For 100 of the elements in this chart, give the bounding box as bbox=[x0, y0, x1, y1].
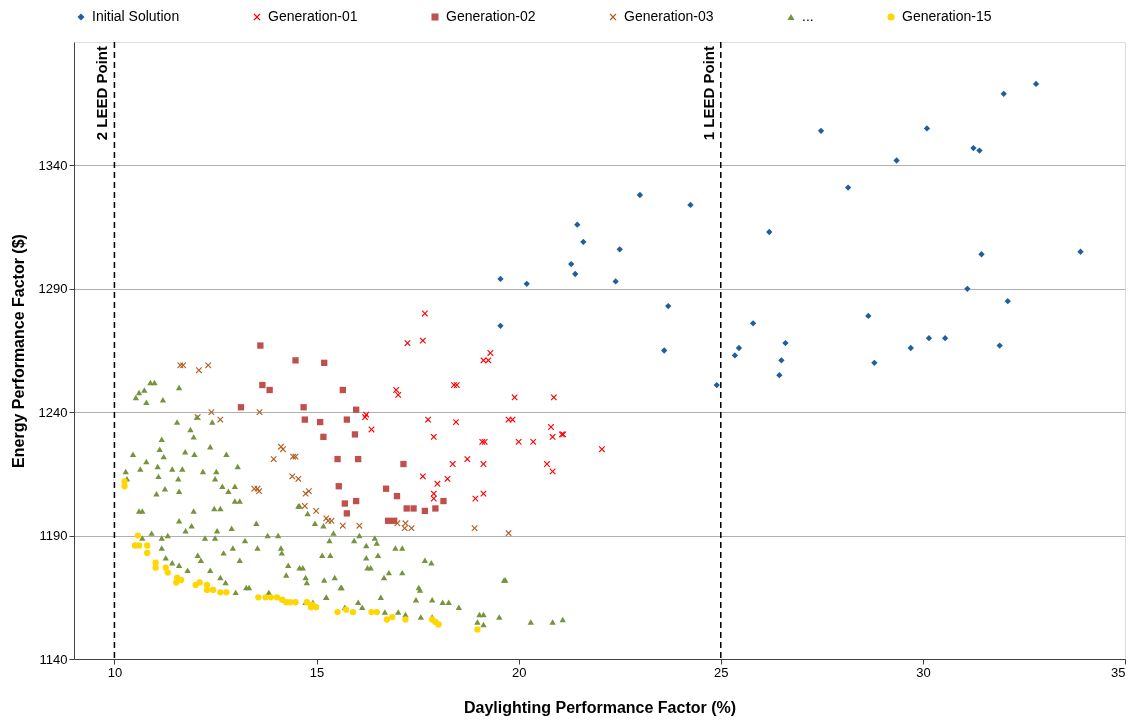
point bbox=[480, 460, 487, 468]
point bbox=[217, 416, 224, 423]
point bbox=[471, 525, 478, 532]
legend-label: Initial Solution bbox=[92, 8, 180, 24]
point bbox=[292, 599, 299, 606]
point bbox=[144, 549, 151, 557]
point bbox=[305, 488, 313, 495]
point bbox=[400, 460, 407, 468]
point bbox=[421, 507, 429, 515]
point bbox=[419, 473, 427, 480]
point bbox=[893, 157, 900, 164]
point bbox=[778, 357, 785, 364]
point bbox=[289, 473, 296, 480]
point bbox=[871, 359, 878, 366]
point bbox=[434, 480, 441, 487]
point bbox=[515, 438, 522, 445]
point bbox=[574, 221, 581, 228]
point bbox=[449, 460, 456, 468]
point bbox=[203, 586, 211, 594]
point bbox=[1004, 297, 1011, 305]
point bbox=[432, 505, 439, 512]
point bbox=[388, 613, 396, 621]
point bbox=[817, 127, 825, 135]
point bbox=[511, 394, 518, 401]
point bbox=[572, 270, 579, 278]
point bbox=[749, 320, 757, 327]
point bbox=[255, 594, 262, 601]
point bbox=[430, 495, 437, 502]
y-tick-label: 1240 bbox=[38, 404, 68, 420]
x-tick-label: 15 bbox=[309, 664, 325, 680]
point bbox=[257, 342, 264, 349]
point bbox=[339, 522, 346, 529]
point bbox=[173, 579, 180, 586]
point bbox=[549, 433, 556, 441]
point bbox=[687, 201, 694, 209]
point bbox=[352, 497, 360, 505]
point bbox=[408, 525, 415, 532]
point bbox=[430, 433, 437, 441]
point bbox=[404, 339, 411, 347]
point bbox=[343, 416, 351, 423]
y-axis-title: Energy Performance Factor ($) bbox=[9, 234, 27, 468]
point bbox=[321, 359, 328, 366]
point bbox=[616, 246, 623, 253]
point bbox=[424, 416, 432, 423]
point bbox=[964, 285, 971, 292]
x-tick-label: 30 bbox=[916, 664, 931, 680]
point bbox=[134, 532, 142, 539]
point bbox=[907, 344, 914, 352]
point bbox=[383, 616, 391, 623]
point bbox=[580, 238, 587, 246]
point bbox=[121, 483, 128, 490]
point bbox=[217, 589, 224, 596]
point bbox=[349, 608, 357, 616]
point bbox=[351, 431, 359, 438]
point bbox=[341, 500, 348, 507]
point bbox=[339, 386, 346, 394]
point bbox=[343, 510, 351, 517]
y-tick-label: 1340 bbox=[38, 157, 68, 173]
point bbox=[474, 626, 481, 633]
point bbox=[356, 522, 363, 529]
point bbox=[384, 517, 392, 524]
point bbox=[177, 576, 185, 584]
point bbox=[976, 147, 983, 154]
legend-label: Generation-01 bbox=[268, 8, 358, 24]
point bbox=[373, 608, 380, 616]
y-tick-label: 1140 bbox=[39, 651, 68, 667]
point bbox=[403, 505, 410, 512]
point bbox=[505, 529, 512, 537]
point bbox=[334, 608, 341, 616]
point bbox=[497, 275, 504, 283]
point bbox=[665, 302, 672, 310]
point bbox=[485, 357, 492, 364]
point bbox=[152, 564, 159, 571]
point bbox=[266, 386, 273, 394]
point bbox=[523, 280, 530, 288]
point bbox=[402, 616, 409, 623]
point bbox=[941, 335, 949, 342]
point bbox=[262, 594, 269, 601]
point bbox=[713, 381, 720, 389]
point bbox=[335, 483, 342, 490]
point bbox=[419, 337, 427, 344]
point bbox=[162, 564, 169, 571]
point bbox=[444, 475, 451, 482]
point bbox=[844, 184, 852, 191]
point bbox=[395, 391, 402, 399]
point bbox=[923, 125, 931, 132]
point bbox=[661, 347, 668, 354]
point bbox=[550, 394, 557, 401]
point bbox=[865, 312, 872, 320]
point bbox=[497, 322, 504, 329]
point bbox=[393, 492, 401, 500]
legend-label: Generation-03 bbox=[624, 8, 714, 24]
point bbox=[978, 251, 985, 258]
point bbox=[996, 342, 1003, 349]
point bbox=[317, 418, 324, 426]
point bbox=[735, 344, 743, 352]
point bbox=[292, 357, 299, 364]
point bbox=[421, 310, 429, 317]
point bbox=[352, 406, 360, 413]
point bbox=[295, 475, 302, 482]
